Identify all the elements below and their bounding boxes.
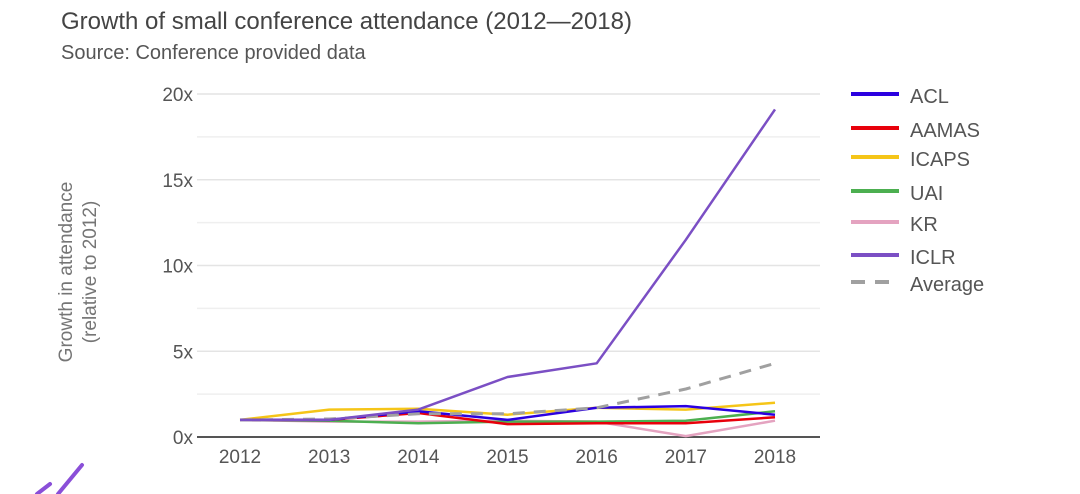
decorative-slash-marks — [35, 463, 84, 494]
legend-label-kr: KR — [910, 214, 938, 236]
x-tick-label: 2013 — [308, 447, 350, 468]
legend-label-icaps: ICAPS — [910, 149, 970, 171]
x-tick-label: 2017 — [665, 447, 707, 468]
y-tick-label: 0x — [173, 428, 194, 449]
series-line-acl — [240, 404, 776, 422]
x-tick-label: 2014 — [397, 447, 440, 468]
legend-label-aamas: AAMAS — [910, 120, 980, 142]
y-axis-label: Growth in attendance (relative to 2012) — [56, 182, 101, 363]
chart-subtitle: Source: Conference provided data — [61, 42, 366, 64]
x-axis-ticks: 2012 2013 2014 2015 2016 2017 2018 — [219, 447, 796, 468]
series-lines — [239, 108, 777, 438]
slash-mark — [35, 482, 52, 494]
x-tick-label: 2015 — [486, 447, 528, 468]
y-tick-label: 5x — [173, 342, 194, 363]
legend: ACL AAMAS ICAPS UAI KR ICLR Average — [851, 86, 984, 296]
y-axis-label-line1: Growth in attendance — [56, 182, 77, 363]
x-tick-label: 2012 — [219, 447, 261, 468]
series-line-iclr — [240, 108, 777, 422]
x-tick-label: 2016 — [576, 447, 618, 468]
legend-label-acl: ACL — [910, 86, 949, 108]
slash-mark — [56, 463, 84, 494]
y-axis-label-line2: (relative to 2012) — [80, 201, 101, 344]
y-tick-label: 20x — [162, 85, 193, 106]
gridlines — [197, 93, 820, 395]
legend-label-iclr: ICLR — [910, 247, 956, 269]
x-tick-label: 2018 — [754, 447, 796, 468]
y-tick-label: 15x — [162, 171, 193, 192]
legend-label-uai: UAI — [910, 183, 943, 205]
legend-label-average: Average — [910, 274, 984, 296]
chart-title: Growth of small conference attendance (2… — [61, 8, 632, 35]
y-tick-label: 10x — [162, 257, 193, 278]
series-line-icaps — [239, 401, 776, 422]
y-axis-ticks: 0x 5x 10x 15x 20x — [162, 85, 193, 449]
